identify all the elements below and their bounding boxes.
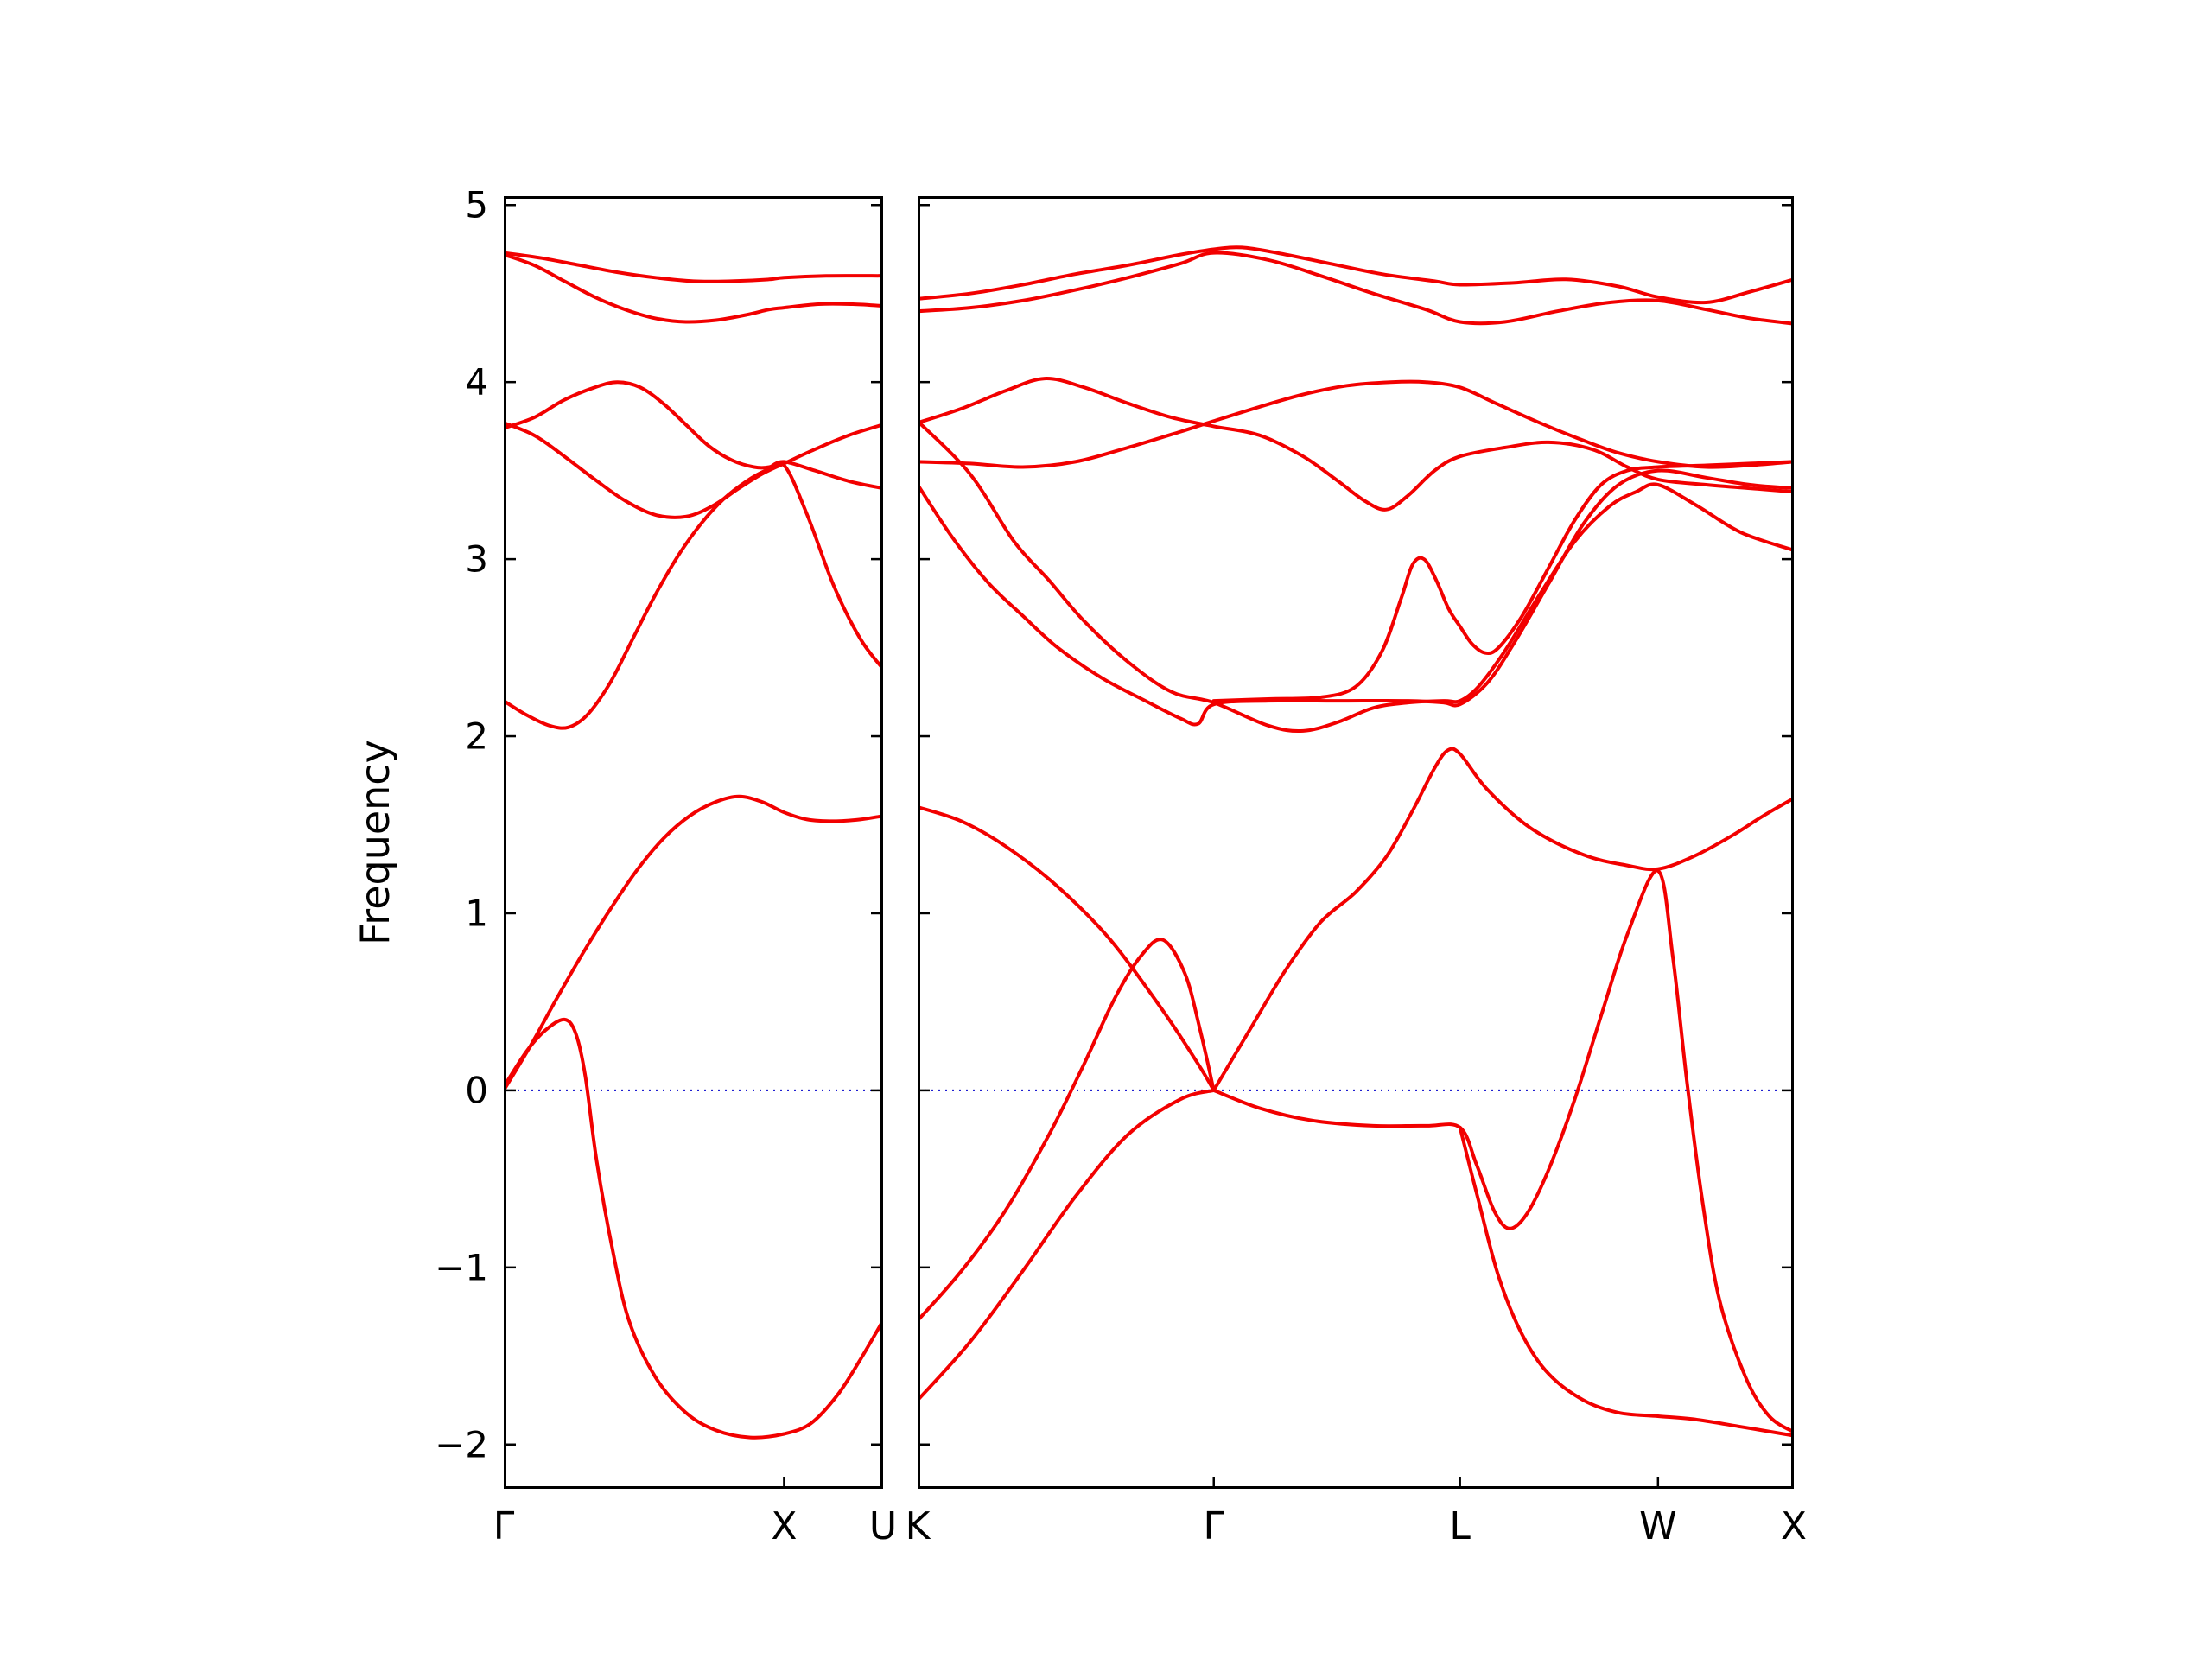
band-curve-0-4: [504, 380, 883, 491]
y-tick-label-3: 3: [465, 537, 488, 581]
band-curve-1-7: [918, 419, 1794, 734]
x-tick-label-Γ: Γ: [493, 1504, 515, 1548]
y-tick-label-−2: −2: [435, 1423, 488, 1466]
band-curve-0-5: [504, 251, 883, 283]
band-panel-right: [918, 196, 1794, 1489]
axis-ticks: [504, 203, 883, 1489]
band-curve-1-1: [918, 1088, 1216, 1402]
y-tick-label-−1: −1: [435, 1246, 488, 1289]
band-curve-1-9: [918, 379, 1794, 469]
band-curve-0-3: [504, 421, 883, 519]
band-curve-1-11: [918, 245, 1794, 305]
axis-ticks: [918, 203, 1794, 1489]
band-curve-1-12: [918, 251, 1794, 326]
x-tick-label-Γ: Γ: [1203, 1504, 1224, 1548]
x-tick-label-K: K: [905, 1504, 931, 1548]
band-curve-0-1: [504, 794, 883, 1092]
y-tick-label-5: 5: [465, 183, 488, 226]
panel-frame: [504, 196, 883, 1489]
y-tick-label-2: 2: [465, 715, 488, 758]
band-curve-1-4: [1211, 868, 1794, 1434]
y-tick-label-1: 1: [465, 892, 488, 935]
band-curve-1-5: [1458, 1125, 1794, 1438]
band-curve-0-2: [504, 461, 883, 730]
band-curve-1-3: [1211, 747, 1794, 1092]
y-tick-label-0: 0: [465, 1069, 488, 1112]
band-curve-1-0: [918, 938, 1216, 1323]
band-curve-0-0: [504, 1017, 883, 1440]
x-tick-label-X: X: [771, 1504, 798, 1548]
band-curve-1-6: [918, 468, 1794, 727]
x-tick-label-W: W: [1639, 1504, 1677, 1548]
band-curve-1-10: [918, 377, 1794, 512]
x-tick-label-L: L: [1449, 1504, 1471, 1548]
y-tick-label-4: 4: [465, 360, 488, 404]
band-curve-1-8: [1211, 460, 1794, 703]
x-tick-label-U: U: [868, 1504, 898, 1548]
x-tick-label-X: X: [1780, 1504, 1808, 1548]
panel-frame: [918, 196, 1794, 1489]
band-panel-left: [504, 196, 883, 1489]
band-curve-1-2: [918, 805, 1216, 1092]
band-curve-0-6: [504, 252, 883, 324]
y-axis-label: Frequency: [352, 740, 398, 945]
